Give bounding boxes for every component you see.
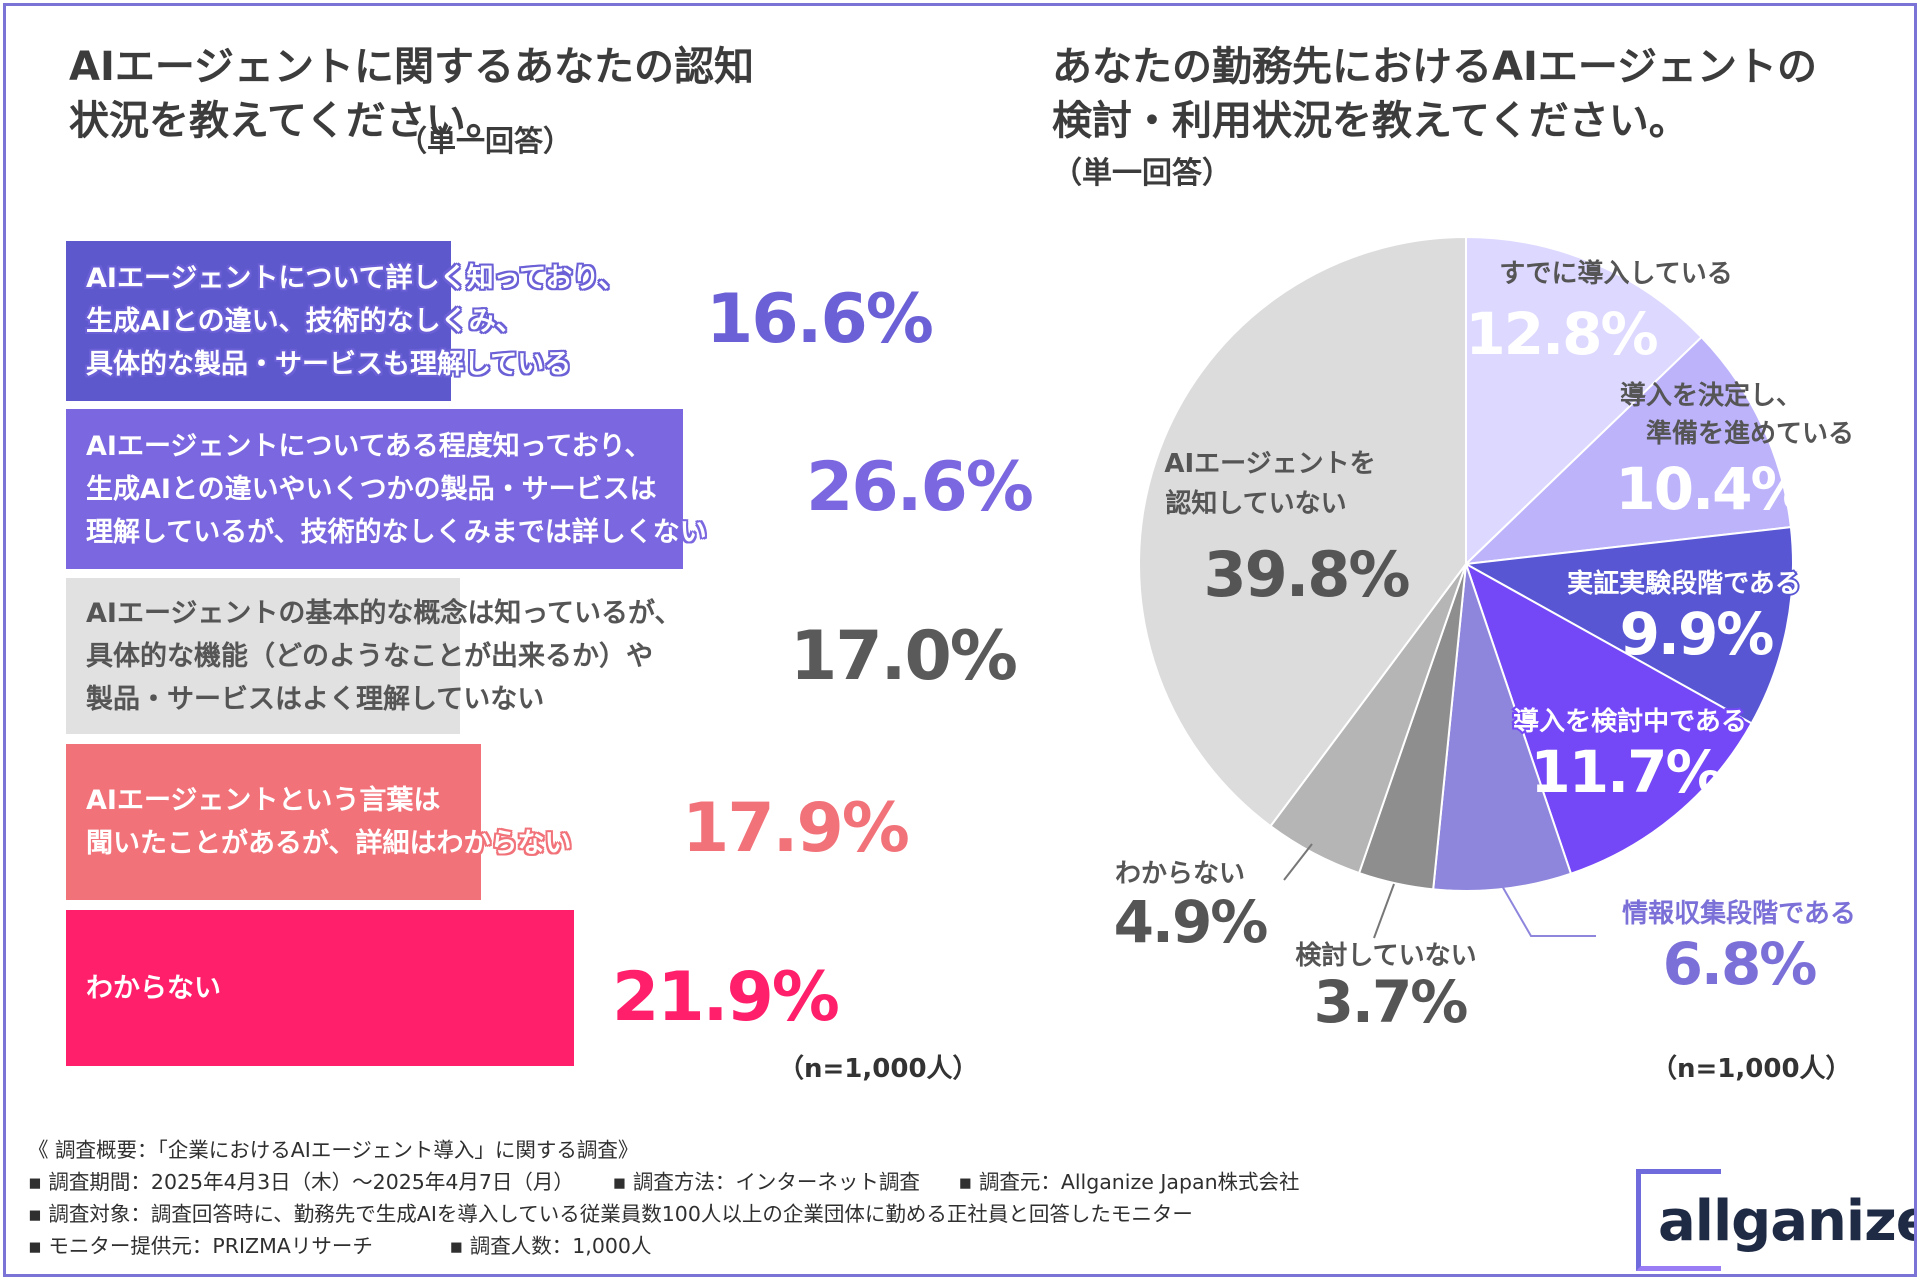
bar-label-1-line-3: 具体的な製品・サービスも理解している — [86, 348, 572, 380]
footer-period: ▪ 調査期間：2025年4月3日（木）〜2025年4月7日（月） — [28, 1170, 574, 1194]
footer-row-3: ▪ モニター提供元：PRIZMAリサーチ ▪ 調査人数：1,000人 — [28, 1230, 1300, 1262]
bar-label-1: AIエージェントについて詳しく知っており、 生成AIとの違い、技術的なしくみ、具体… — [86, 257, 625, 386]
pie-value-7: 4.9% — [1114, 888, 1268, 956]
pie-value-4: 11.7% — [1530, 738, 1722, 806]
right-title-subtitle: （単一回答） — [1052, 156, 1232, 191]
pie-label-1-line-1: すでに導入している — [1499, 258, 1732, 289]
bar-label-1-line-2: 生成AIとの違い、技術的なしくみ、 — [86, 305, 523, 337]
pie-slice-4 — [1464, 561, 1753, 875]
left-title-main: AIエージェントに関するあなたの認知 状況を教えてください。 — [69, 40, 969, 144]
footer-target: ▪ 調査対象：調査回答時に、勤務先で生成AIを導入している従業員数100人以上の… — [28, 1202, 1193, 1226]
pie-label-3-line-1: 実証実験段階である — [1567, 568, 1801, 599]
pie-label-2-line-2: 準備を進めている — [1646, 418, 1854, 449]
bar-3 — [66, 578, 460, 734]
bar-label-2-line-2: 生成AIとの違いやいくつかの製品・サービスは — [86, 473, 657, 505]
pie-slice-2 — [1463, 335, 1793, 566]
allganize-logo: allganize — [1636, 1169, 1914, 1271]
left-title-line2: 状況を教えてください。 — [69, 98, 506, 144]
pie-label-6-line-1: 検討していない — [1295, 940, 1476, 971]
pie-value-3: 9.9% — [1620, 600, 1774, 668]
footer-overview: 《 調査概要：「企業におけるAIエージェント導入」に関する調査》 — [28, 1138, 639, 1162]
logo-text: allganize — [1658, 1189, 1917, 1254]
bar-label-1-line-1: AIエージェントについて詳しく知っており、 — [86, 262, 626, 294]
bar-2 — [66, 409, 683, 569]
bar-5 — [66, 910, 574, 1066]
bar-label-5: わからない — [86, 967, 221, 1010]
footer-surveyor: ▪ 調査元：Allganize Japan株式会社 — [958, 1170, 1300, 1194]
bar-value-5: 21.9% — [612, 958, 840, 1037]
logo-bracket — [1636, 1169, 1721, 1271]
bar-label-2: AIエージェントについてある程度知っており、 生成AIとの違いやいくつかの製品・サ… — [86, 425, 707, 554]
bar-label-3-line-2: 具体的な機能（どのようなことが出来るか）や — [86, 640, 653, 672]
pie-slice-3 — [1462, 525, 1794, 725]
pie-value-6: 3.7% — [1314, 968, 1468, 1036]
bar-value-4: 17.9% — [682, 789, 910, 868]
right-sample-size: （n=1,000人） — [1651, 1054, 1852, 1084]
right-chart-title: あなたの勤務先におけるAIエージェントの 検討・利用状況を教えてください。 （単… — [1052, 40, 1912, 195]
pie-label-8-line-1: AIエージェントを — [1164, 449, 1375, 479]
bar-label-3-line-1: AIエージェントの基本的な概念は知っているが、 — [86, 597, 682, 629]
pie-label-8-line-2: 認知していない — [1165, 488, 1346, 519]
footer-method: ▪ 調査方法：インターネット調査 — [612, 1170, 920, 1194]
infographic-frame: AIエージェントに関するあなたの認知 状況を教えてください。 （単一回答） AIエ… — [3, 3, 1917, 1277]
leader-notconsidering — [1373, 883, 1395, 939]
left-sample-size: （n=1,000人） — [778, 1054, 979, 1084]
bar-label-2-line-1: AIエージェントについてある程度知っており、 — [86, 430, 652, 462]
leader-unknown — [1283, 843, 1313, 881]
pie-value-5: 6.8% — [1663, 930, 1817, 998]
bar-label-3-line-3: 製品・サービスはよく理解していない — [86, 683, 545, 715]
right-pie-chart: すでに導入している 12.8% 導入を決定し、準備を進めている 10.4% 実証実験段階… — [1114, 235, 1856, 1036]
pie-label-5-line-1: 情報収集段階である — [1622, 898, 1856, 929]
leader-info — [1493, 871, 1596, 937]
pie-slice-1 — [1465, 235, 1703, 567]
bar-value-2: 26.6% — [806, 448, 1034, 527]
left-title-text: AIエージェントに関するあなたの認知 状況を教えてください。 — [69, 40, 969, 148]
pie-label-4-line-1: 導入を検討中である — [1513, 706, 1747, 737]
bar-value-3: 17.0% — [790, 617, 1018, 696]
bar-label-4: AIエージェントという言葉は聞いたことがあるが、詳細はわからない — [86, 779, 571, 865]
pie-slice-8 — [1138, 235, 1467, 828]
pie-label-2-line-1: 導入を決定し、 — [1620, 380, 1802, 411]
survey-footer: 《 調査概要：「企業におけるAIエージェント導入」に関する調査》 ▪ 調査期間：… — [28, 1134, 1300, 1262]
bar-label-2-line-3: 理解しているが、技術的なしくみまでは詳しくない — [86, 516, 707, 548]
pie-label-7-line-1: わからない — [1115, 859, 1245, 889]
bar-label-3: AIエージェントの基本的な概念は知っているが、 具体的な機能（どのようなことが出来… — [86, 592, 682, 721]
left-title-line1: AIエージェントに関するあなたの認知 — [69, 44, 755, 90]
bar-1 — [66, 241, 451, 401]
footer-respondents: ▪ 調査人数：1,000人 — [449, 1234, 652, 1258]
footer-provider: ▪ モニター提供元：PRIZMAリサーチ — [28, 1234, 373, 1258]
bar-label-4-line-1: AIエージェントという言葉は — [86, 785, 441, 816]
right-title-line1: あなたの勤務先におけるAIエージェントの — [1052, 44, 1818, 90]
bar-label-5-line-1: わからない — [86, 972, 221, 1004]
pie-value-8: 39.8% — [1203, 538, 1409, 611]
footer-row-1: ▪ 調査期間：2025年4月3日（木）〜2025年4月7日（月） ▪ 調査方法：… — [28, 1166, 1300, 1198]
pie-value-2: 10.4% — [1615, 455, 1807, 523]
right-title-line2: 検討・利用状況を教えてください。 — [1052, 98, 1689, 144]
left-title-subtitle: （単一回答） — [398, 124, 573, 158]
bar-4 — [66, 744, 481, 900]
pie-value-1: 12.8% — [1465, 300, 1657, 368]
bar-value-1: 16.6% — [706, 280, 934, 359]
bar-label-4-line-2: 聞いたことがあるが、詳細はわからない — [86, 828, 572, 859]
left-chart-title: AIエージェントに関するあなたの認知 状況を教えてください。 — [69, 40, 969, 148]
